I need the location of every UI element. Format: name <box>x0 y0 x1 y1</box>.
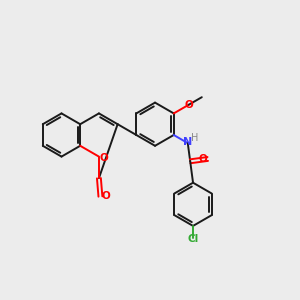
Text: O: O <box>101 191 110 202</box>
Text: O: O <box>199 154 208 164</box>
Text: N: N <box>183 137 192 147</box>
Text: Cl: Cl <box>188 234 199 244</box>
Text: O: O <box>184 100 193 110</box>
Text: O: O <box>100 152 109 163</box>
Text: H: H <box>191 133 198 143</box>
